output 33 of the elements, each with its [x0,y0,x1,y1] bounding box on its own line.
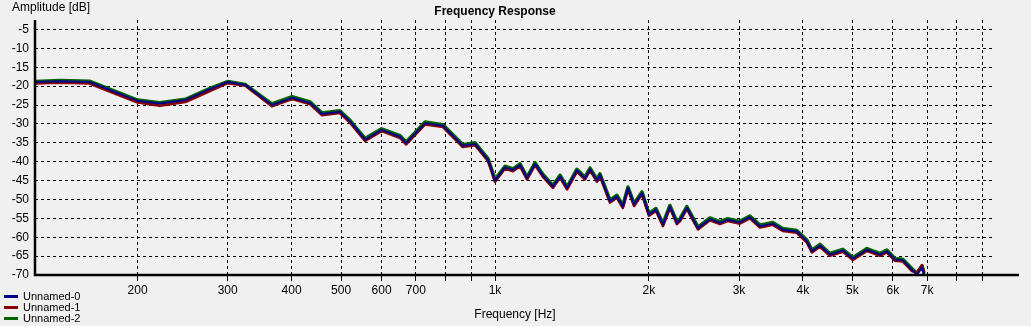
x-tick-label: 300 [217,282,238,297]
x-tick-label: 7k [920,282,935,297]
y-tick-label: -5 [18,21,30,36]
x-tick-label: 600 [371,282,392,297]
y-axis-title: Amplitude [dB] [12,0,91,14]
x-tick-label: 4k [796,282,811,297]
legend-label: Unnamed-0 [23,290,81,302]
x-tick-label: 2k [642,282,657,297]
x-tick-label: 6k [886,282,901,297]
y-tick-label: -10 [11,40,30,55]
y-tick-label: -15 [11,59,30,74]
chart-title: Frequency Response [434,4,557,19]
y-tick-label: -40 [11,153,30,168]
y-tick-label: -50 [11,191,30,206]
y-tick-label: -55 [11,210,30,225]
x-tick-label: 700 [405,282,427,297]
x-tick-label: 400 [281,282,302,297]
y-tick-label: -65 [11,248,30,263]
y-tick-label: -70 [11,267,30,282]
y-tick-label: -20 [11,78,30,93]
y-tick-label: -25 [11,97,30,112]
x-tick-label: 200 [127,282,148,297]
x-tick-label: 500 [331,282,352,297]
x-tick-label: 5k [846,282,860,297]
y-tick-label: -35 [11,135,30,150]
legend-label: Unnamed-2 [23,312,81,324]
x-tick-label: 3k [732,282,747,297]
y-tick-label: -30 [11,116,30,131]
x-tick-label: 1k [488,282,503,297]
legend-label: Unnamed-1 [23,301,81,313]
y-tick-label: -45 [11,172,30,187]
x-axis-title: Frequency [Hz] [474,307,556,322]
y-tick-label: -60 [11,229,30,244]
